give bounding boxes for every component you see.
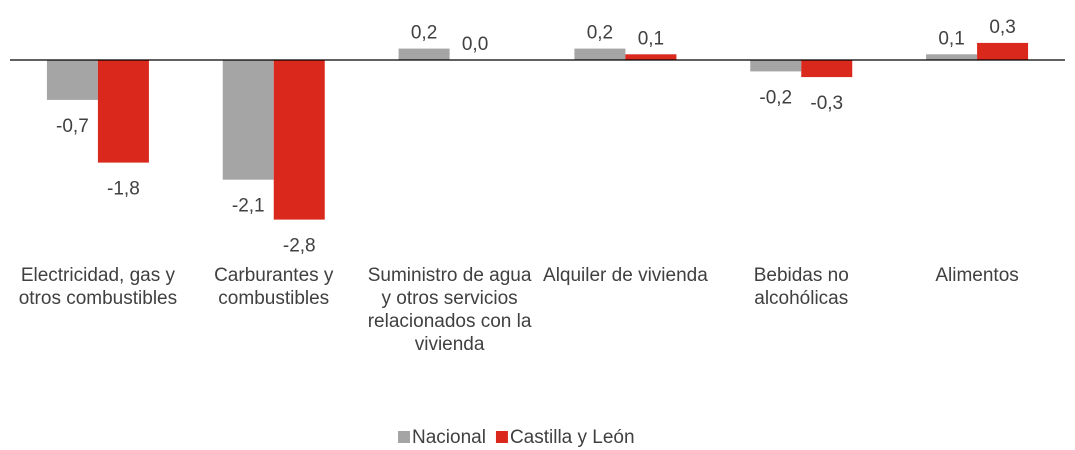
bar xyxy=(977,42,1029,60)
data-label: -0,2 xyxy=(759,87,792,108)
legend-swatch xyxy=(495,431,508,443)
data-label: 0,3 xyxy=(989,17,1015,38)
x-tick-label: Alquiler de vivienda xyxy=(543,265,708,286)
data-label: -0,7 xyxy=(56,116,89,137)
bar xyxy=(750,60,802,72)
bar xyxy=(97,60,149,163)
data-label: 0,1 xyxy=(938,28,964,49)
data-label: 0,2 xyxy=(411,23,437,44)
data-label: -2,1 xyxy=(232,196,265,217)
legend-label: Nacional xyxy=(412,427,486,448)
x-tick-label: Suministro de agua y otros servicios rel… xyxy=(367,265,532,355)
bar xyxy=(46,60,98,100)
data-label: -0,3 xyxy=(810,93,843,114)
legend-label: Castilla y León xyxy=(510,427,635,448)
data-label: -2,8 xyxy=(283,236,316,257)
bar xyxy=(574,48,626,60)
bar xyxy=(625,54,677,60)
data-label: -1,8 xyxy=(107,179,140,200)
data-label: 0,1 xyxy=(638,28,664,49)
bar xyxy=(222,60,274,180)
bar xyxy=(926,54,978,60)
x-tick-label: Carburantes y combustibles xyxy=(214,265,334,309)
x-tick-label: Alimentos xyxy=(935,265,1019,286)
data-label: 0,0 xyxy=(462,34,488,55)
data-label: 0,2 xyxy=(587,23,613,44)
legend-swatch xyxy=(398,431,410,443)
bar xyxy=(398,48,450,60)
bar xyxy=(801,60,853,78)
x-tick-label: Electricidad, gas y otros combustibles xyxy=(18,265,178,309)
bar xyxy=(273,60,325,220)
x-tick-label: Bebidas no alcohólicas xyxy=(753,265,849,309)
